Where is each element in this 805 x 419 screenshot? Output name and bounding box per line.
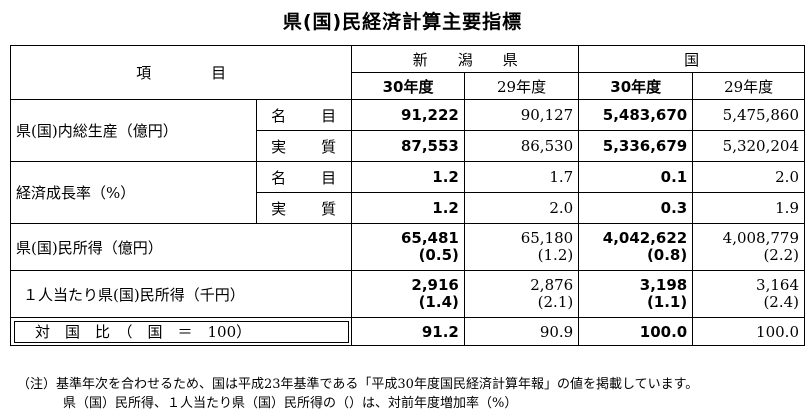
per-capita-niigata-30: 2,916 (1.4): [351, 270, 465, 318]
ratio-niigata-30: 91.2: [351, 317, 465, 346]
growth-real-kuni-29: 1.9: [692, 192, 805, 224]
growth-nominal-kuni-29: 2.0: [692, 161, 805, 193]
niigata-col-30: 30年度: [351, 72, 465, 100]
gdp-nominal-niigata-30: 91,222: [351, 99, 465, 131]
gdp-real-niigata-30: 87,553: [351, 130, 465, 162]
growth-real-kuni-30: 0.3: [578, 192, 694, 224]
income-kuni-29: 4,008,779 (2.2): [692, 223, 805, 271]
per-capita-kuni-30-rate: (1.1): [646, 293, 688, 311]
income-niigata-29-value: 65,180: [520, 229, 574, 247]
kuni-col-29: 29年度: [692, 72, 805, 100]
income-niigata-29-rate: (1.2): [537, 246, 574, 264]
income-niigata-30-rate: (0.5): [418, 246, 459, 264]
income-label: 県(国)民所得（億円）: [9, 223, 353, 271]
growth-nominal-niigata-29: 1.7: [463, 161, 580, 193]
growth-nominal-kuni-30: 0.1: [578, 161, 694, 193]
ratio-kuni-30: 100.0: [578, 317, 694, 346]
income-kuni-29-value: 4,008,779: [722, 229, 799, 247]
income-niigata-29: 65,180 (1.2): [463, 223, 580, 271]
growth-nominal-label: 名 目: [256, 161, 353, 193]
income-kuni-30-value: 4,042,622: [602, 229, 688, 247]
growth-label: 経済成長率（%）: [9, 161, 258, 224]
income-kuni-30: 4,042,622 (0.8): [578, 223, 694, 271]
per-capita-kuni-30-value: 3,198: [639, 276, 688, 294]
per-capita-niigata-30-rate: (1.4): [418, 293, 459, 311]
ratio-kuni-29: 100.0: [692, 317, 805, 346]
ratio-label: 対 国 比 （ 国 ＝ 100）: [9, 317, 353, 346]
gdp-real-niigata-29: 86,530: [463, 130, 580, 162]
gdp-nominal-kuni-30: 5,483,670: [578, 99, 694, 131]
gdp-label: 県(国)内総生産（億円）: [9, 99, 258, 162]
kuni-col-30: 30年度: [578, 72, 694, 100]
income-niigata-30-value: 65,481: [400, 229, 459, 247]
per-capita-kuni-29: 3,164 (2.4): [692, 270, 805, 318]
income-kuni-29-rate: (2.2): [763, 246, 799, 264]
indicator-table: 項 目 新 潟 県 国 30年度 29年度 30年度 29年度 県(国)内総生産…: [9, 45, 805, 346]
page-title: 県(国)民経済計算主要指標: [282, 11, 523, 33]
growth-real-label: 実 質: [256, 192, 353, 224]
gdp-nominal-niigata-29: 90,127: [463, 99, 580, 131]
gdp-real-label: 実 質: [256, 130, 353, 162]
niigata-col-29: 29年度: [463, 72, 580, 100]
per-capita-kuni-30: 3,198 (1.1): [578, 270, 694, 318]
gdp-nominal-kuni-29: 5,475,860: [692, 99, 805, 131]
per-capita-label: １人当たり県(国)民所得（千円）: [9, 270, 353, 318]
per-capita-niigata-29-value: 2,876: [530, 276, 574, 294]
growth-real-niigata-29: 2.0: [463, 192, 580, 224]
per-capita-kuni-29-value: 3,164: [756, 276, 799, 294]
gdp-real-kuni-29: 5,320,204: [692, 130, 805, 162]
per-capita-kuni-29-rate: (2.4): [763, 293, 799, 311]
note-line-2: 県（国）民所得、１人当たり県（国）民所得の（）は、対前年度増加率（%）: [63, 396, 518, 411]
per-capita-niigata-29-rate: (2.1): [537, 293, 574, 311]
item-header: 項 目: [9, 45, 353, 100]
income-kuni-30-rate: (0.8): [646, 246, 688, 264]
income-niigata-30: 65,481 (0.5): [351, 223, 465, 271]
per-capita-niigata-29: 2,876 (2.1): [463, 270, 580, 318]
kuni-header: 国: [578, 45, 805, 73]
gdp-real-kuni-30: 5,336,679: [578, 130, 694, 162]
note-line-1: （注）基準年次を合わせるため、国は平成23年基準である「平成30年度国民経済計算…: [17, 377, 699, 392]
ratio-niigata-29: 90.9: [463, 317, 580, 346]
per-capita-niigata-30-value: 2,916: [411, 276, 459, 294]
growth-real-niigata-30: 1.2: [351, 192, 465, 224]
gdp-nominal-label: 名 目: [256, 99, 353, 131]
niigata-header: 新 潟 県: [351, 45, 580, 73]
growth-nominal-niigata-30: 1.2: [351, 161, 465, 193]
